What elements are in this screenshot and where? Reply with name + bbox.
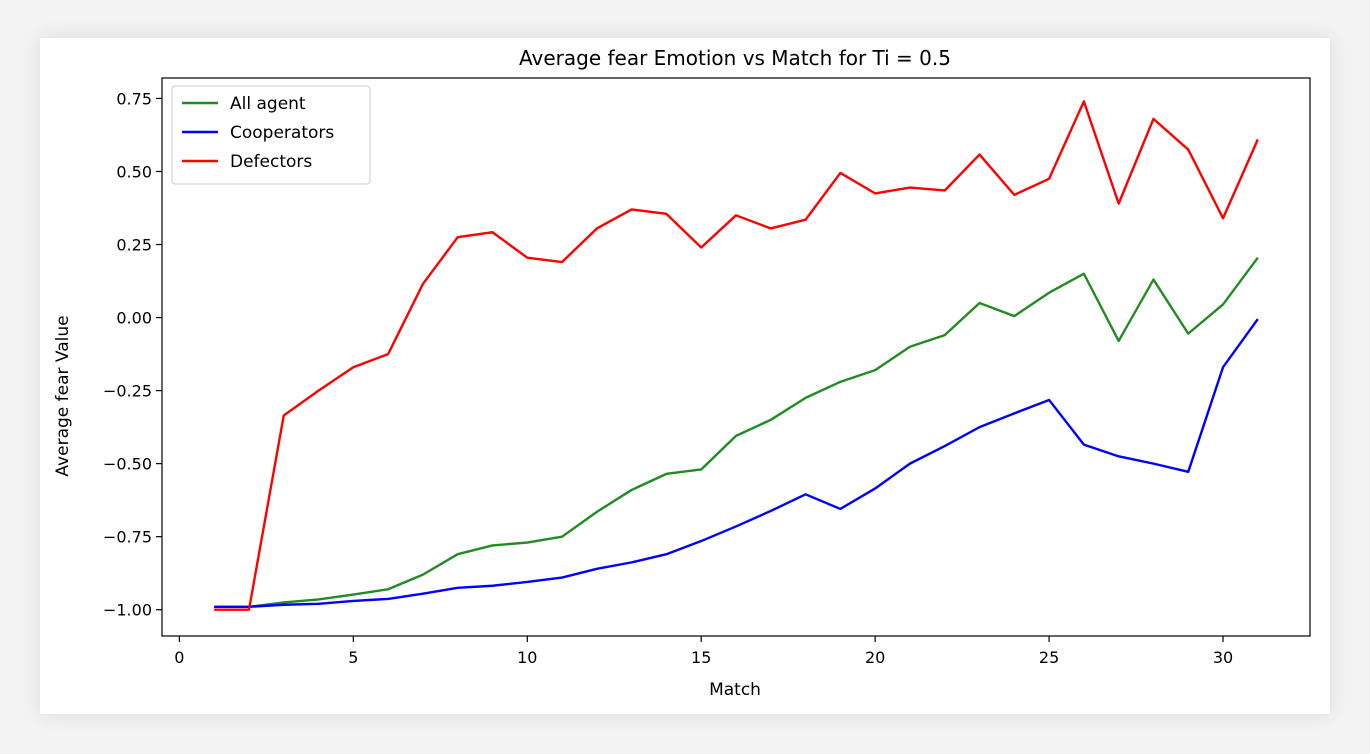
legend-box xyxy=(171,85,371,185)
plot-frame xyxy=(161,77,1311,637)
legend-label-1[interactable]: Cooperators xyxy=(230,123,334,143)
series-line-0 xyxy=(214,256,1259,608)
x-tick-label: 25 xyxy=(1039,648,1059,667)
y-tick-label: 0.25 xyxy=(116,236,152,255)
y-tick-label: 0.75 xyxy=(116,89,152,108)
y-tick-label: 0.50 xyxy=(116,162,152,181)
x-tick-label: 5 xyxy=(348,648,358,667)
x-tick-label: 15 xyxy=(691,648,711,667)
y-tick-label: −0.25 xyxy=(103,382,152,401)
figure: Average fear Emotion vs Match for Ti = 0… xyxy=(40,38,1330,714)
x-tick-label: 10 xyxy=(517,648,537,667)
y-tick-label: −0.50 xyxy=(103,455,152,474)
y-tick-label: −0.75 xyxy=(103,528,152,547)
plot-area xyxy=(161,77,1311,637)
legend-label-2[interactable]: Defectors xyxy=(230,152,312,172)
x-tick-label: 30 xyxy=(1213,648,1233,667)
y-axis-label: Average fear Value xyxy=(53,315,73,476)
legend[interactable]: All agent Cooperators Defectors xyxy=(171,85,371,185)
axes-ticks: 0 5 10 15 20 25 30 −1.00 −0.75 −0.50 −0.25 0.00 0.25… xyxy=(103,89,1233,667)
series-line-2 xyxy=(214,100,1259,611)
series-line-1 xyxy=(214,318,1259,608)
x-axis-label: Match xyxy=(709,680,761,700)
chart-title: Average fear Emotion vs Match for Ti = 0… xyxy=(519,46,951,70)
x-tick-label: 20 xyxy=(865,648,885,667)
x-tick-label: 0 xyxy=(174,648,184,667)
y-tick-label: −1.00 xyxy=(103,601,152,620)
y-tick-label: 0.00 xyxy=(116,309,152,328)
legend-label-0[interactable]: All agent xyxy=(230,94,306,114)
line-chart: Average fear Emotion vs Match for Ti = 0… xyxy=(53,46,1311,700)
